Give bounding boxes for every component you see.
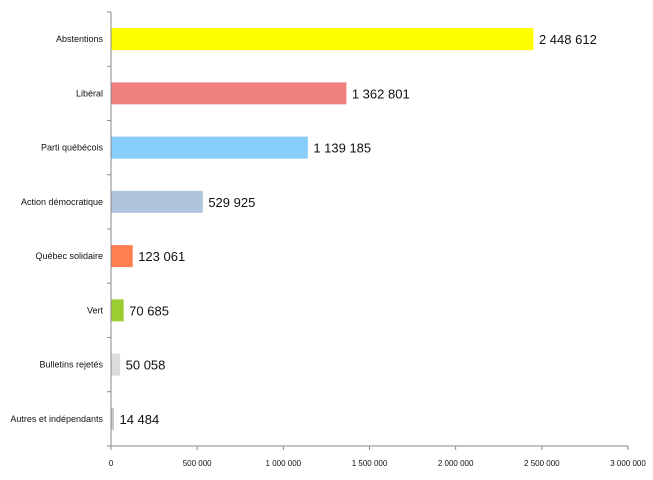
x-tick-label: 3 000 000 — [610, 459, 646, 468]
chart-bars — [111, 28, 534, 430]
data-label: 50 058 — [126, 358, 166, 373]
data-label: 529 925 — [208, 195, 255, 210]
chart-axes — [107, 11, 628, 447]
bar — [111, 407, 114, 430]
category-label: Parti québécois — [41, 143, 104, 153]
category-label: Abstentions — [56, 34, 104, 44]
bar — [111, 28, 534, 51]
category-labels: Abstentions Libéral Parti québécois Action … — [10, 34, 103, 424]
x-tick-label: 2 000 000 — [438, 459, 474, 468]
bar — [111, 136, 308, 159]
x-tick-label: 0 — [109, 459, 114, 468]
data-label: 14 484 — [119, 412, 159, 427]
x-axis-ticks: 0 500 000 1 000 000 1 500 000 2 000 000 2 500… — [109, 446, 646, 468]
data-label: 2 448 612 — [539, 32, 597, 47]
bar — [111, 353, 121, 376]
x-tick-label: 500 000 — [183, 459, 212, 468]
category-label: Bulletins rejetés — [39, 360, 103, 370]
value-labels: 2 448 612 1 362 801 1 139 185 529 925 123 06… — [119, 32, 596, 427]
bar — [111, 190, 203, 213]
bar — [111, 299, 124, 322]
bar — [111, 245, 133, 268]
data-label: 70 685 — [129, 303, 169, 318]
category-label: Libéral — [76, 88, 103, 98]
x-tick-label: 1 500 000 — [352, 459, 388, 468]
category-label: Vert — [87, 305, 104, 315]
x-tick-label: 1 000 000 — [266, 459, 302, 468]
data-label: 1 139 185 — [313, 141, 371, 156]
data-label: 123 061 — [138, 249, 185, 264]
category-label: Autres et indépendants — [10, 414, 103, 424]
category-label: Action démocratique — [21, 197, 103, 207]
bar — [111, 82, 347, 105]
data-label: 1 362 801 — [352, 86, 410, 101]
x-tick-label: 2 500 000 — [524, 459, 560, 468]
category-label: Québec solidaire — [35, 251, 103, 261]
